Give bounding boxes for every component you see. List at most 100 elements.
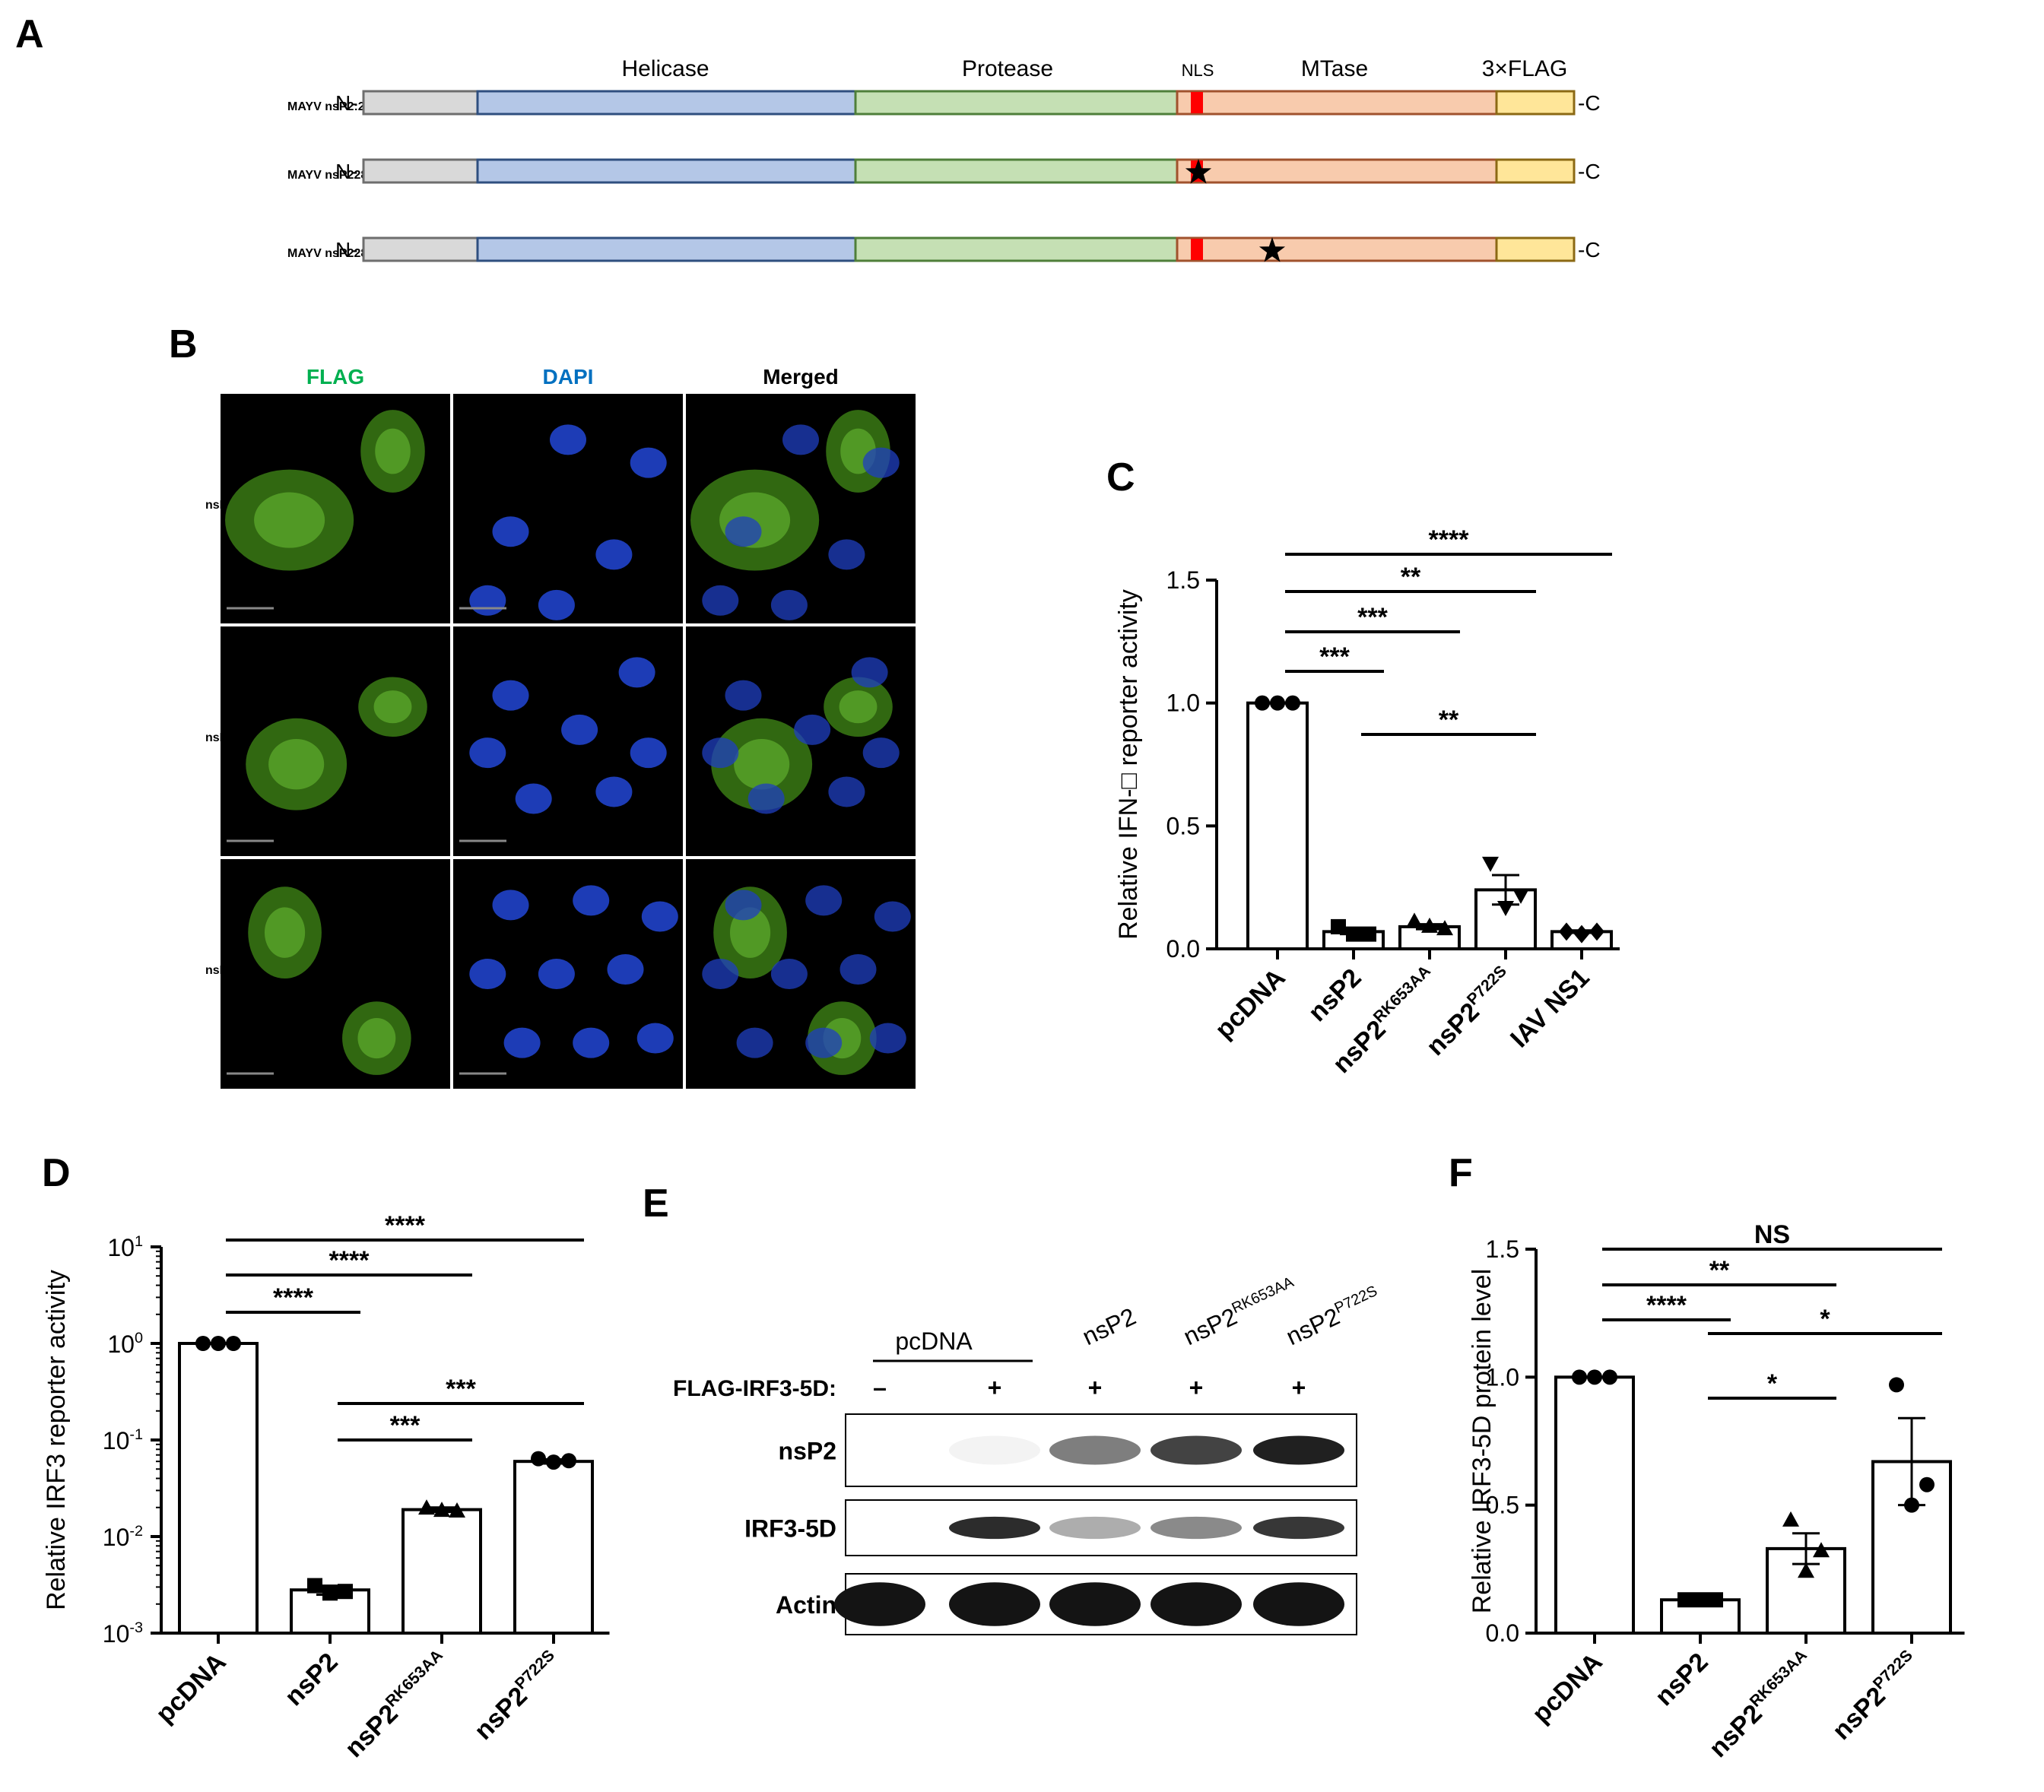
text-superscript: RK653AA (1230, 1273, 1297, 1317)
blot-band (1151, 1582, 1242, 1626)
nucleus (515, 783, 552, 814)
data-point (1904, 1497, 1919, 1513)
data-point (338, 1584, 353, 1600)
microscopy-image-grid (221, 394, 916, 1089)
treatment-sign: + (988, 1374, 1002, 1401)
nucleus (561, 714, 598, 745)
data-point (1285, 695, 1300, 711)
y-tick-label: 100 (107, 1330, 143, 1358)
domain-label-helicase: Helicase (621, 56, 709, 81)
text-base: pcDNA (895, 1327, 973, 1355)
text-base: 10 (107, 1331, 135, 1358)
panel-label-a: A (15, 12, 44, 56)
axes: 0.0 0.5 1.0 1.5 Relative IFN-□ reporter acti… (1114, 566, 1620, 963)
nucleus (595, 776, 633, 807)
domain-label-flag: 3×FLAG (1482, 56, 1568, 81)
nucleus (492, 890, 529, 921)
text-superscript: P722S (1870, 1647, 1916, 1693)
y-axis-title: Relative IRF3 reporter activity (42, 1270, 71, 1610)
significance-label: ** (1709, 1256, 1730, 1285)
nucleus (782, 424, 819, 455)
nucleus (794, 714, 831, 745)
nucleus (492, 680, 529, 711)
n-terminus-label: N- (335, 160, 358, 183)
text-superscript: -3 (129, 1619, 143, 1636)
data-point (1421, 917, 1438, 933)
x-tick-label: nsP2 (279, 1648, 343, 1711)
text-base: 10 (103, 1524, 130, 1551)
y-tick-label: 0.5 (1166, 812, 1200, 839)
blot-band (1151, 1435, 1242, 1465)
segment-nterm (362, 236, 479, 262)
nucleus (469, 737, 506, 769)
microscopy-image (221, 626, 450, 856)
nucleus (869, 1023, 906, 1054)
data-point (226, 1336, 241, 1351)
text-base: MAYV nsP2 (287, 247, 354, 260)
nucleus (851, 657, 888, 688)
data-point (531, 1451, 546, 1467)
text-superscript: P722S (1464, 963, 1510, 1009)
treatment-sign: + (1189, 1374, 1204, 1401)
nucleus (725, 890, 762, 921)
blot-label: IRF3-5D (744, 1515, 836, 1543)
microscopy-image (453, 394, 683, 623)
nucleus (492, 516, 529, 547)
y-tick-label: 0.5 (1486, 1492, 1519, 1519)
segment-flag (1495, 236, 1576, 262)
nucleus (840, 953, 877, 985)
nucleus (618, 657, 655, 688)
text-base: nsP2 (1179, 1302, 1241, 1350)
data-point (1798, 1562, 1814, 1578)
segment-nls (1191, 92, 1203, 113)
text-base: pcDNA (151, 1648, 232, 1729)
nucleus (641, 901, 678, 932)
microscopy-image (686, 626, 916, 856)
nucleus (630, 737, 667, 769)
blot-band (1049, 1582, 1141, 1626)
x-tick-label: nsP2 (1303, 963, 1366, 1027)
microscopy-image (221, 394, 450, 623)
x-tick-label: nsP2RK653AA (338, 1647, 455, 1763)
nucleus (702, 959, 739, 989)
segment-flag (1495, 158, 1576, 184)
microscopy-image (686, 394, 916, 623)
treatment-label: FLAG-IRF3-5D: (673, 1376, 836, 1401)
y-axis-title: Relative IFN-□ reporter activity (1114, 589, 1143, 940)
panel-label-f: F (1449, 1151, 1473, 1195)
nucleus (503, 1027, 541, 1058)
flag-signal-core (375, 428, 411, 474)
significance-label: **** (1429, 525, 1470, 554)
segment-mtase (1176, 90, 1498, 116)
data-point (1813, 1542, 1830, 1558)
panel-label-d: D (42, 1151, 71, 1195)
segment-helicase (476, 90, 857, 116)
significance-label: *** (446, 1375, 476, 1403)
segment-helicase (476, 236, 857, 262)
nucleus (573, 1027, 610, 1058)
blot-label: Actin (776, 1591, 836, 1619)
blot-strip: Actin (776, 1573, 1357, 1635)
x-tick-label: nsP2P722S (1420, 963, 1519, 1061)
nucleus (747, 783, 785, 814)
data-point (1574, 925, 1589, 944)
data-point (1270, 695, 1285, 711)
x-tick-label: nsP2P722S (1826, 1647, 1925, 1746)
bar (178, 1342, 259, 1635)
x-tick-label: pcDNA (1210, 963, 1291, 1045)
text-base: pcDNA (1527, 1648, 1608, 1729)
data-point (1497, 901, 1514, 917)
segment-protease (854, 90, 1179, 116)
nucleus (702, 737, 739, 769)
text-superscript: 1 (135, 1233, 143, 1250)
text-superscript: RK653AA (1747, 1647, 1811, 1711)
significance-label: * (1767, 1369, 1778, 1398)
blot-band (1049, 1435, 1141, 1465)
nucleus (805, 885, 843, 916)
treatment-sign: – (873, 1374, 887, 1401)
lane-header: nsP2RK653AA (1179, 1273, 1301, 1350)
nucleus (828, 539, 865, 570)
